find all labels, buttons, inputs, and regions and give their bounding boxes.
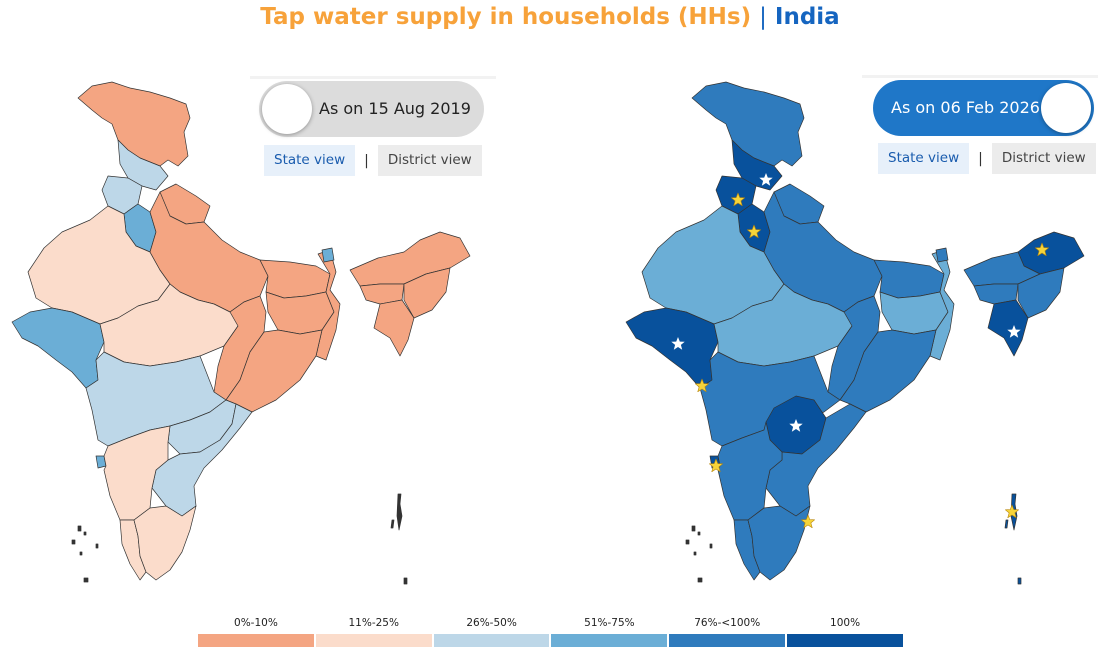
state-gujarat[interactable] <box>11 307 105 389</box>
legend-swatch <box>669 634 786 647</box>
state-odisha[interactable] <box>839 329 937 413</box>
map-2026 <box>625 81 1085 585</box>
left-panel-band <box>250 76 496 79</box>
state-himachal[interactable] <box>117 139 169 191</box>
right-panel-band <box>862 75 1098 78</box>
islands-andaman <box>390 493 408 585</box>
district-view-button[interactable]: District view <box>377 145 482 176</box>
legend: 0%-10% 11%-25% 26%-50% 51%-75% 76%-<100%… <box>198 616 903 652</box>
state-assam[interactable] <box>349 231 471 287</box>
district-view-button[interactable]: District view <box>991 143 1096 174</box>
state-tripura-mizoram[interactable] <box>373 299 415 357</box>
state-sikkim[interactable] <box>935 247 949 263</box>
legend-swatch <box>315 634 432 647</box>
state-nagaland-manipur[interactable] <box>1017 267 1065 319</box>
map-2019 <box>11 81 471 585</box>
legend-item: 51%-75% <box>551 616 668 652</box>
state-jammu-kashmir[interactable] <box>77 81 191 167</box>
state-mizoram[interactable] <box>987 299 1029 357</box>
legend-label: 51%-75% <box>584 617 635 629</box>
legend-label: 100% <box>830 617 861 629</box>
toggle-knob[interactable] <box>1041 83 1091 133</box>
legend-swatch <box>787 634 903 647</box>
date-toggle-2026[interactable]: As on 06 Feb 2026 <box>873 80 1094 136</box>
page-title: Tap water supply in households (HHs) | I… <box>0 4 1100 30</box>
state-west-bengal[interactable] <box>929 249 955 361</box>
state-bihar[interactable] <box>873 259 945 299</box>
state-odisha[interactable] <box>225 329 323 413</box>
islands-lakshadweep <box>71 525 99 583</box>
title-main: Tap water supply in households (HHs) <box>260 4 752 30</box>
legend-item: 76%-<100% <box>669 616 786 652</box>
islands-lakshadweep <box>685 525 713 583</box>
legend-label: 76%-<100% <box>694 617 761 629</box>
legend-label: 11%-25% <box>348 617 399 629</box>
view-switch-left: State view | District view <box>264 145 482 176</box>
state-karnataka[interactable] <box>103 425 171 521</box>
state-tamil-nadu[interactable] <box>133 505 197 581</box>
legend-label: 26%-50% <box>466 617 517 629</box>
state-sikkim[interactable] <box>321 247 335 263</box>
state-bihar[interactable] <box>259 259 331 299</box>
legend-swatch <box>551 634 668 647</box>
legend-item: 26%-50% <box>433 616 550 652</box>
title-region: India <box>774 4 840 30</box>
toggle-knob[interactable] <box>262 84 312 134</box>
legend-swatch <box>198 634 314 647</box>
state-himachal[interactable] <box>731 139 783 191</box>
view-separator: | <box>364 152 369 169</box>
legend-item: 100% <box>787 616 903 652</box>
legend-item: 0%-10% <box>198 616 314 652</box>
legend-item: 11%-25% <box>315 616 432 652</box>
state-nagaland-manipur[interactable] <box>403 267 451 319</box>
view-switch-right: State view | District view <box>878 143 1096 174</box>
date-toggle-2019[interactable]: As on 15 Aug 2019 <box>259 81 484 137</box>
state-gujarat[interactable] <box>625 307 719 389</box>
state-jammu-kashmir[interactable] <box>691 81 805 167</box>
toggle-label: As on 15 Aug 2019 <box>319 99 471 118</box>
state-tamil-nadu[interactable] <box>747 505 811 581</box>
toggle-label: As on 06 Feb 2026 <box>891 98 1040 117</box>
legend-label: 0%-10% <box>234 617 278 629</box>
state-west-bengal[interactable] <box>315 249 341 361</box>
legend-swatch <box>433 634 550 647</box>
view-separator: | <box>978 150 983 167</box>
state-view-button[interactable]: State view <box>264 145 356 176</box>
state-view-button[interactable]: State view <box>878 143 970 174</box>
title-separator: | <box>759 4 767 30</box>
